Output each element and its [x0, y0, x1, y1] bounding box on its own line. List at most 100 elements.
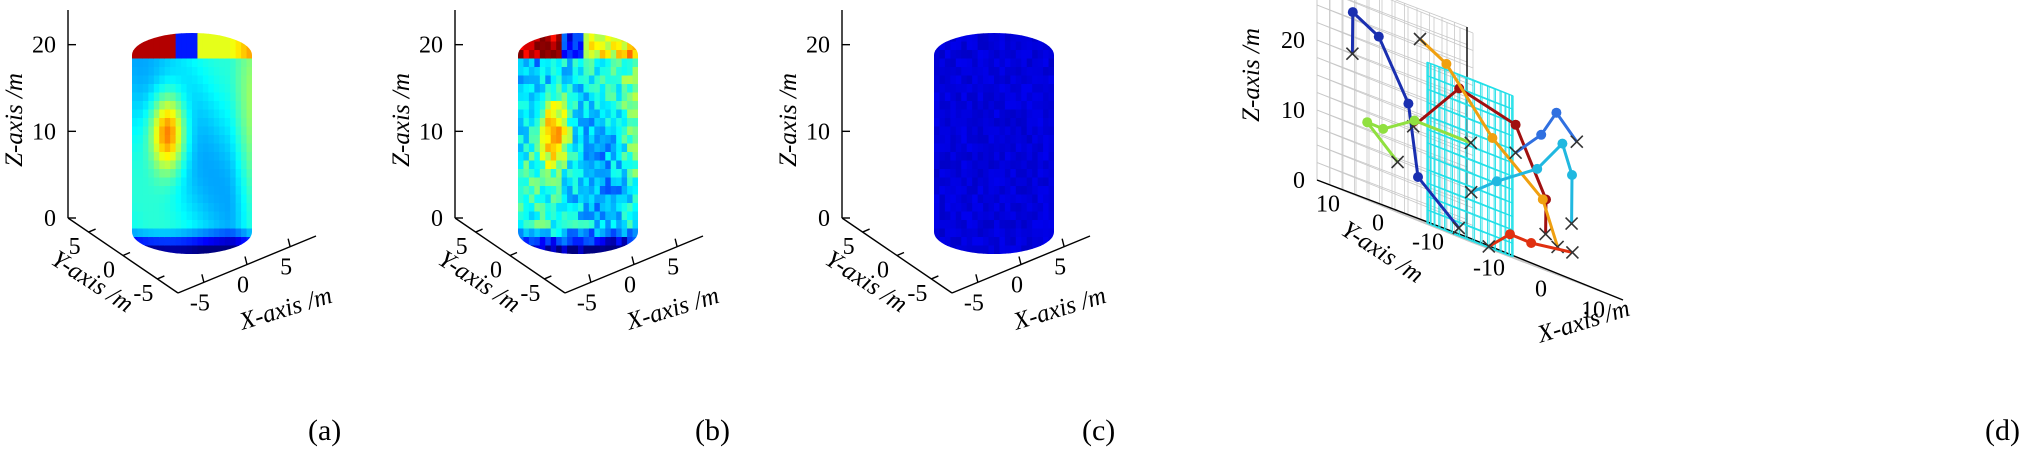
x-tick-label: 0 — [237, 273, 249, 299]
z-tick-label: 10 — [32, 119, 56, 145]
endpoint-marker — [1565, 245, 1579, 259]
y-tick-mark — [862, 228, 870, 233]
x-tick-mark — [975, 274, 979, 283]
x-tick-label: 5 — [280, 255, 292, 281]
x-tick-label: 10 — [1581, 298, 1605, 324]
endpoint-marker — [1482, 239, 1496, 253]
x-tick-mark — [287, 238, 291, 247]
waypoint-marker — [1487, 133, 1498, 143]
panel-label: (a) — [308, 414, 341, 447]
endpoint-marker — [1464, 136, 1478, 150]
y-tick-label: 5 — [843, 234, 855, 260]
waypoint-marker — [1532, 163, 1543, 174]
y-tick-label: 5 — [456, 234, 468, 260]
x-tick-label: 0 — [1535, 277, 1547, 303]
x-axis-line — [1466, 236, 1624, 301]
z-tick-label: 0 — [1293, 168, 1305, 194]
z-tick-label: 10 — [419, 119, 443, 145]
cylinder-surface — [934, 33, 1054, 254]
y-tick-label: -5 — [133, 281, 153, 307]
y-tick-label: -10 — [1412, 230, 1444, 256]
waypoint-marker — [1403, 98, 1414, 109]
x-tick-mark — [1018, 256, 1022, 265]
z-axis-label: Z-axis /m — [1, 73, 28, 167]
x-tick-mark — [674, 238, 678, 247]
endpoint-marker — [1539, 227, 1553, 241]
z-axis: 0 10 20Z-axis /m — [775, 10, 850, 232]
trajectory-line — [1350, 10, 1460, 229]
x-tick-mark — [1061, 238, 1065, 247]
z-tick-label: 20 — [806, 33, 830, 59]
z-axis-label: Z-axis /m — [388, 73, 415, 167]
endpoint-marker — [1391, 155, 1405, 169]
waypoint-marker — [1347, 7, 1358, 18]
z-axis: 0 10 20Z-axis /m — [388, 10, 463, 232]
cylinder-surface — [518, 33, 638, 254]
z-tick-label: 10 — [1281, 98, 1305, 124]
y-tick-mark — [544, 275, 552, 280]
z-tick-label: 20 — [419, 33, 443, 59]
endpoint-marker — [1452, 221, 1466, 235]
waypoint-marker — [1491, 176, 1502, 187]
y-tick-label: 0 — [103, 258, 115, 284]
cylinder-mesh — [1426, 61, 1514, 258]
y-tick-label: 0 — [490, 258, 502, 284]
waypoint-marker — [1557, 138, 1568, 149]
waypoint-marker — [1373, 31, 1384, 42]
trajectory-series — [1413, 32, 1565, 254]
z-axis-label: Z-axis /m — [775, 73, 802, 167]
endpoint-marker — [1413, 32, 1427, 46]
z-tick-label: 20 — [32, 33, 56, 59]
y-tick-mark — [931, 275, 939, 280]
x-tick-mark — [588, 274, 592, 283]
waypoint-marker — [1526, 238, 1537, 248]
x-tick-label: -5 — [577, 290, 597, 316]
z-tick-label: 0 — [44, 206, 56, 232]
x-tick-label: 5 — [1054, 255, 1066, 281]
x-tick-label: -10 — [1473, 256, 1505, 282]
trajectory-series — [1482, 229, 1579, 259]
y-tick-label: -5 — [907, 281, 927, 307]
panel-label: (d) — [1985, 414, 2020, 447]
z-tick-label: 0 — [431, 206, 443, 232]
y-tick-mark — [475, 228, 483, 233]
x-tick-mark — [244, 256, 248, 265]
waypoint-marker — [1510, 119, 1521, 130]
x-axis-label: X-axis /m — [622, 282, 722, 336]
trajectory-series — [1464, 138, 1579, 231]
y-axis-line — [1316, 179, 1468, 238]
waypoint-marker — [1362, 117, 1373, 128]
waypoint-marker — [1567, 170, 1577, 180]
x-tick-mark — [201, 274, 205, 283]
y-tick-mark — [122, 251, 131, 257]
y-tick-label: 5 — [69, 234, 81, 260]
y-tick-label: 10 — [1316, 192, 1340, 218]
trajectory-series — [1362, 115, 1478, 169]
trajectory-line — [1514, 111, 1579, 154]
x-axis-label: X-axis /m — [235, 282, 335, 336]
y-tick-mark — [157, 275, 165, 280]
endpoint-marker — [1464, 185, 1478, 199]
x-axis-label: X-axis /m — [1009, 282, 1109, 336]
trajectory-line — [1488, 232, 1573, 254]
waypoint-marker — [1505, 229, 1515, 240]
z-tick-label: 0 — [818, 206, 830, 232]
trajectory-line — [1470, 142, 1574, 224]
waypoint-marker — [1409, 115, 1420, 126]
y-tick-label: 0 — [877, 258, 889, 284]
y-tick-mark — [509, 251, 518, 257]
waypoint-marker — [1536, 129, 1547, 140]
waypoint-marker — [1378, 123, 1389, 134]
waypoint-marker — [1537, 194, 1548, 205]
y-tick-mark — [896, 251, 905, 257]
x-tick-label: 5 — [667, 255, 679, 281]
trajectory-series — [1345, 7, 1466, 235]
x-tick-mark — [631, 256, 635, 265]
endpoint-marker — [1345, 47, 1359, 61]
endpoint-marker — [1565, 217, 1579, 231]
